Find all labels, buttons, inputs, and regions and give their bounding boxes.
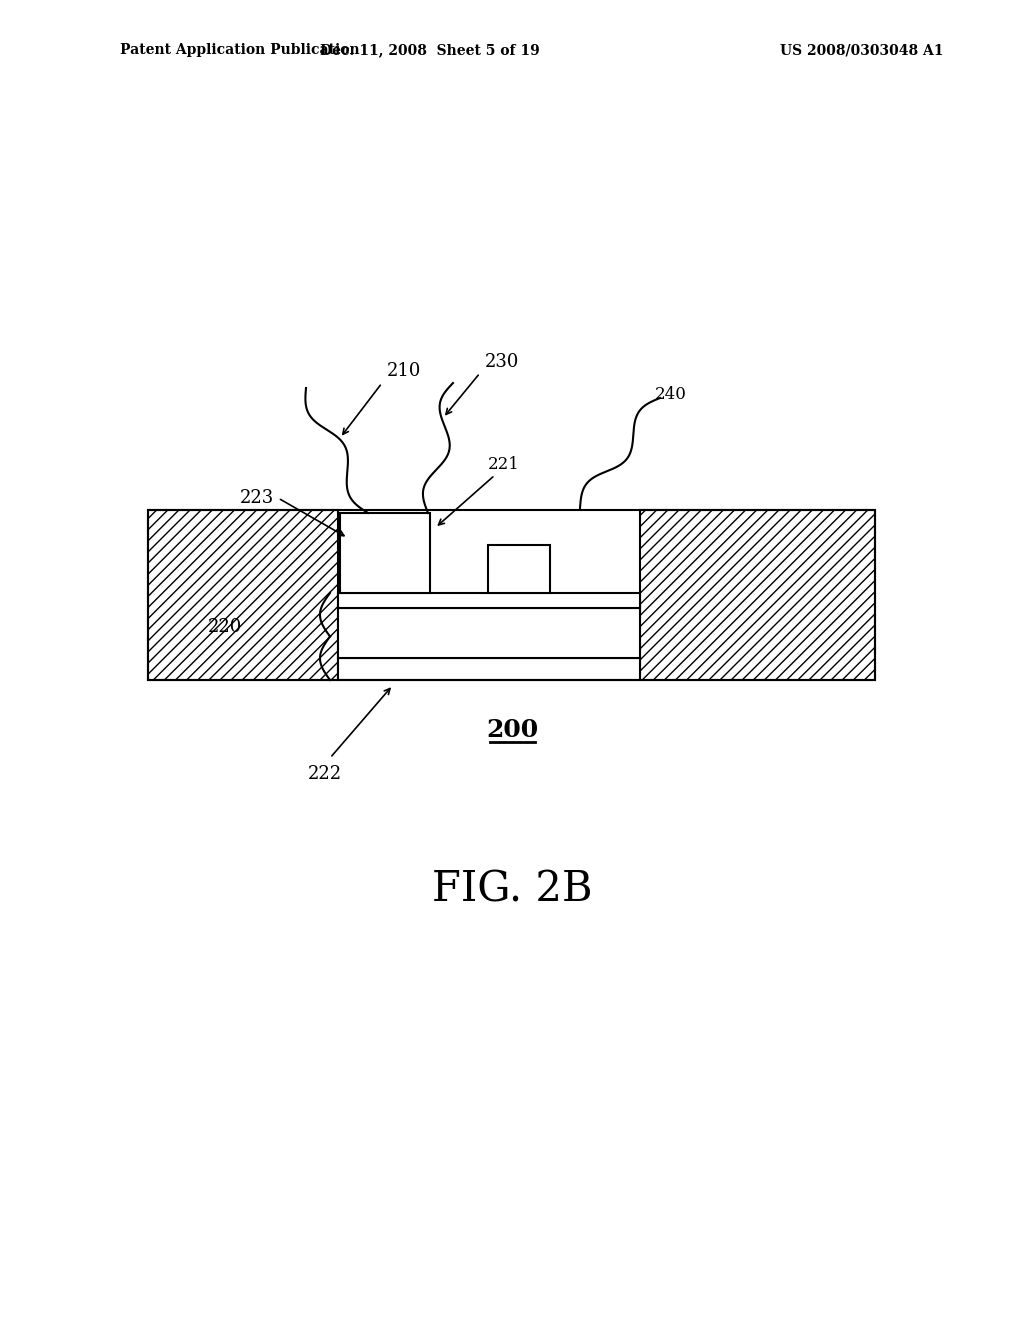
- Text: 230: 230: [485, 352, 519, 371]
- Text: Dec. 11, 2008  Sheet 5 of 19: Dec. 11, 2008 Sheet 5 of 19: [321, 44, 540, 57]
- Bar: [640, 510, 874, 680]
- Bar: [148, 510, 874, 680]
- Text: 223: 223: [240, 488, 274, 507]
- Text: 200: 200: [486, 718, 538, 742]
- Text: 221: 221: [488, 455, 520, 473]
- Bar: [338, 593, 640, 609]
- Text: US 2008/0303048 A1: US 2008/0303048 A1: [780, 44, 943, 57]
- Text: FIG. 2B: FIG. 2B: [432, 869, 592, 911]
- Text: 210: 210: [387, 362, 421, 380]
- Bar: [338, 609, 640, 657]
- Bar: [340, 513, 430, 593]
- Bar: [148, 510, 338, 680]
- Text: 240: 240: [655, 385, 687, 403]
- Text: Patent Application Publication: Patent Application Publication: [120, 44, 359, 57]
- Bar: [338, 657, 640, 680]
- Text: 220: 220: [208, 618, 242, 635]
- Bar: [488, 545, 550, 593]
- Text: 222: 222: [308, 766, 342, 783]
